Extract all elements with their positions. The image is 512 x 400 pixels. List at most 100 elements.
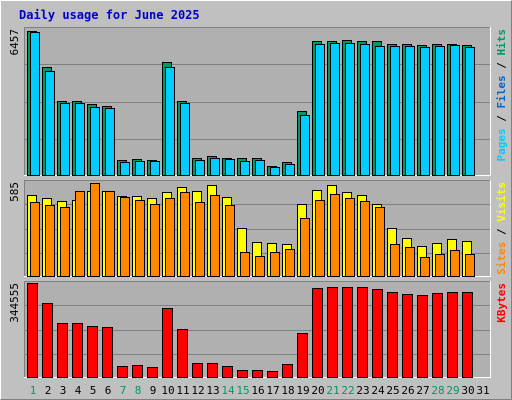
legend-entry-hits-files-pages-1: / — [495, 109, 508, 129]
chart-title: Daily usage for June 2025 — [19, 8, 200, 22]
max-label-visits-sites: 585 — [8, 182, 21, 202]
bar-kbytes-29 — [447, 292, 458, 378]
max-label-kbytes: 344555 — [8, 283, 21, 323]
bar-kbytes-7 — [117, 366, 128, 378]
bar-pages-16 — [255, 160, 265, 176]
legend-entry-hits-files-pages-4: Hits — [495, 29, 508, 56]
x-tick-label-3: 3 — [60, 384, 67, 397]
panel-hits-files-pages: 6457 Pages / Files / Hits — [8, 27, 508, 176]
legend-entry-hits-files-pages-0: Pages — [495, 128, 508, 161]
chart-panels: 6457 Pages / Files / Hits 585 Sites / Visit… — [8, 27, 508, 378]
bar-pages-2 — [45, 71, 55, 176]
bar-kbytes-30 — [462, 292, 473, 378]
panel-kbytes: 344555 KBytes — [8, 281, 508, 378]
bar-pages-27 — [420, 47, 430, 176]
bar-kbytes-15 — [237, 370, 248, 378]
bar-sites-6 — [105, 191, 115, 277]
bar-sites-25 — [390, 244, 400, 277]
x-tick-label-12: 12 — [191, 384, 204, 397]
bar-sites-5 — [90, 183, 100, 277]
bar-kbytes-9 — [147, 367, 158, 378]
series-sites — [30, 183, 475, 277]
x-tick-label-14: 14 — [221, 384, 235, 397]
bar-pages-22 — [345, 43, 355, 176]
bar-kbytes-20 — [312, 288, 323, 378]
x-tick-label-6: 6 — [105, 384, 112, 397]
bar-kbytes-22 — [342, 287, 353, 378]
bar-pages-25 — [390, 46, 400, 176]
bar-sites-11 — [180, 192, 190, 277]
bar-kbytes-12 — [192, 363, 203, 378]
bar-kbytes-4 — [72, 323, 83, 378]
bar-kbytes-5 — [87, 326, 98, 378]
bar-kbytes-16 — [252, 370, 263, 378]
bar-kbytes-1 — [27, 283, 38, 378]
legend-entry-visits-sites-0: Sites — [495, 242, 508, 275]
bar-kbytes-3 — [57, 323, 68, 378]
bar-sites-7 — [120, 197, 130, 277]
bar-sites-9 — [150, 204, 160, 277]
series-pages — [30, 32, 475, 176]
panel-visits-sites: 585 Sites / Visits — [8, 180, 508, 277]
x-tick-label-11: 11 — [176, 384, 189, 397]
bar-kbytes-17 — [267, 371, 278, 378]
series-kbytes — [27, 283, 473, 378]
bar-pages-8 — [135, 161, 145, 176]
x-tick-label-24: 24 — [371, 384, 385, 397]
bar-kbytes-14 — [222, 366, 233, 378]
bar-pages-11 — [180, 103, 190, 176]
bar-pages-3 — [60, 103, 70, 176]
x-tick-label-31: 31 — [476, 384, 489, 397]
bar-sites-8 — [135, 200, 145, 277]
bar-sites-22 — [345, 198, 355, 277]
bar-sites-30 — [465, 254, 475, 277]
legend-entry-visits-sites-1: / — [495, 222, 508, 242]
x-tick-label-26: 26 — [401, 384, 414, 397]
x-tick-label-19: 19 — [296, 384, 309, 397]
bar-pages-7 — [120, 162, 130, 176]
x-tick-label-17: 17 — [266, 384, 279, 397]
bar-kbytes-21 — [327, 287, 338, 378]
bar-sites-15 — [240, 252, 250, 277]
bar-kbytes-28 — [432, 293, 443, 378]
legend-entry-hits-files-pages-2: Files — [495, 75, 508, 108]
bar-pages-29 — [450, 45, 460, 176]
bar-pages-20 — [315, 44, 325, 176]
x-tick-label-7: 7 — [120, 384, 127, 397]
bar-sites-28 — [435, 254, 445, 277]
x-tick-label-20: 20 — [311, 384, 324, 397]
bar-kbytes-8 — [132, 365, 143, 378]
legend-entry-kbytes-0: KBytes — [495, 283, 508, 323]
bar-pages-18 — [285, 164, 295, 176]
bar-sites-16 — [255, 256, 265, 277]
x-tick-label-1: 1 — [30, 384, 37, 397]
bar-pages-19 — [300, 115, 310, 176]
x-tick-label-2: 2 — [45, 384, 52, 397]
bar-kbytes-6 — [102, 327, 113, 378]
bar-pages-30 — [465, 47, 475, 176]
bar-pages-1 — [30, 32, 40, 176]
bar-sites-23 — [360, 201, 370, 277]
legend-visits-sites: Sites / Visits — [495, 182, 508, 275]
bar-sites-3 — [60, 207, 70, 277]
bar-kbytes-13 — [207, 363, 218, 378]
x-tick-label-5: 5 — [90, 384, 97, 397]
bar-kbytes-2 — [42, 303, 53, 378]
x-tick-label-8: 8 — [135, 384, 142, 397]
bar-kbytes-27 — [417, 295, 428, 378]
x-tick-label-23: 23 — [356, 384, 369, 397]
bar-sites-24 — [375, 207, 385, 277]
bar-kbytes-25 — [387, 292, 398, 378]
bar-pages-5 — [90, 107, 100, 176]
bar-kbytes-24 — [372, 289, 383, 378]
x-tick-label-13: 13 — [206, 384, 219, 397]
x-tick-label-28: 28 — [431, 384, 444, 397]
legend-entry-visits-sites-2: Visits — [495, 182, 508, 222]
max-label-hits-files-pages: 6457 — [8, 29, 21, 56]
bar-sites-21 — [330, 194, 340, 277]
bar-sites-17 — [270, 252, 280, 277]
bar-sites-26 — [405, 247, 415, 277]
bar-pages-12 — [195, 160, 205, 176]
x-tick-label-15: 15 — [236, 384, 249, 397]
x-tick-label-27: 27 — [416, 384, 429, 397]
